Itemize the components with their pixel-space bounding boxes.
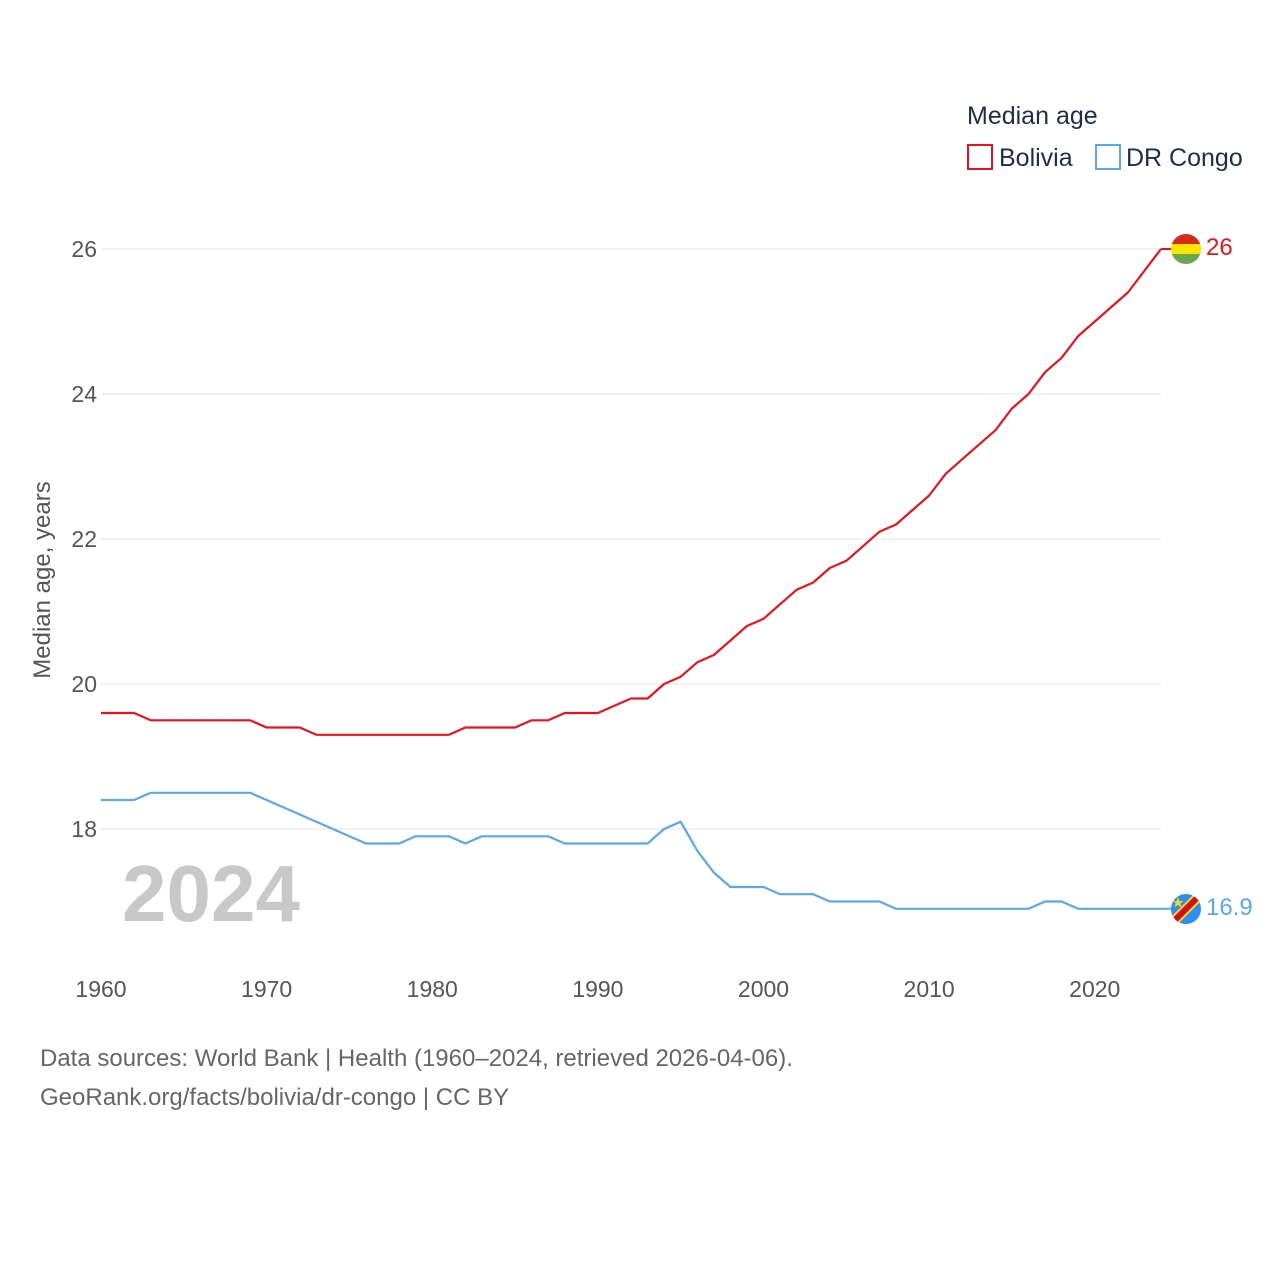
bolivia-flag-icon [1171, 234, 1201, 264]
series-lines [101, 248, 1162, 910]
source-line-2: GeoRank.org/facts/bolivia/dr-congo | CC … [40, 1084, 510, 1111]
y-axis-label: Median age, years [29, 481, 56, 678]
y-tick-label-26: 26 [71, 236, 97, 262]
legend-label-bolivia[interactable]: Bolivia [999, 144, 1073, 172]
end-value-label-bolivia: 26 [1206, 234, 1233, 261]
series-line-dr-congo [101, 791, 1161, 910]
source-line-1: Data sources: World Bank | Health (1960–… [40, 1045, 793, 1072]
x-tick-label-2000: 2000 [738, 976, 789, 1002]
x-tick-label-1970: 1970 [241, 976, 292, 1002]
x-axis-ticks: 1960 1970 1980 1990 2000 2010 2020 [75, 976, 1120, 1002]
x-tick-label-1980: 1980 [407, 976, 458, 1002]
legend-label-dr-congo[interactable]: DR Congo [1126, 144, 1243, 172]
y-tick-label-18: 18 [71, 816, 97, 842]
x-tick-label-2010: 2010 [904, 976, 955, 1002]
legend-title: Median age [967, 102, 1098, 130]
year-watermark: 2024 [122, 849, 300, 938]
end-value-label-dr-congo: 16.9 [1206, 894, 1253, 921]
y-tick-label-22: 22 [71, 526, 97, 552]
x-tick-label-1990: 1990 [572, 976, 623, 1002]
series-line-bolivia [101, 248, 1162, 736]
gridlines [101, 248, 1161, 830]
legend: Median age Bolivia DR Congo [967, 102, 1243, 172]
dr-congo-flag-icon [1171, 894, 1201, 924]
y-tick-label-24: 24 [71, 381, 97, 407]
legend-swatch-bolivia[interactable] [967, 144, 993, 170]
y-axis-ticks: 18 20 22 24 26 [71, 236, 97, 842]
x-tick-label-1960: 1960 [75, 976, 126, 1002]
legend-swatch-dr-congo[interactable] [1095, 144, 1121, 170]
y-tick-label-20: 20 [71, 671, 97, 697]
series-end-markers: 26 16.9 [1161, 234, 1253, 921]
x-tick-label-2020: 2020 [1069, 976, 1120, 1002]
